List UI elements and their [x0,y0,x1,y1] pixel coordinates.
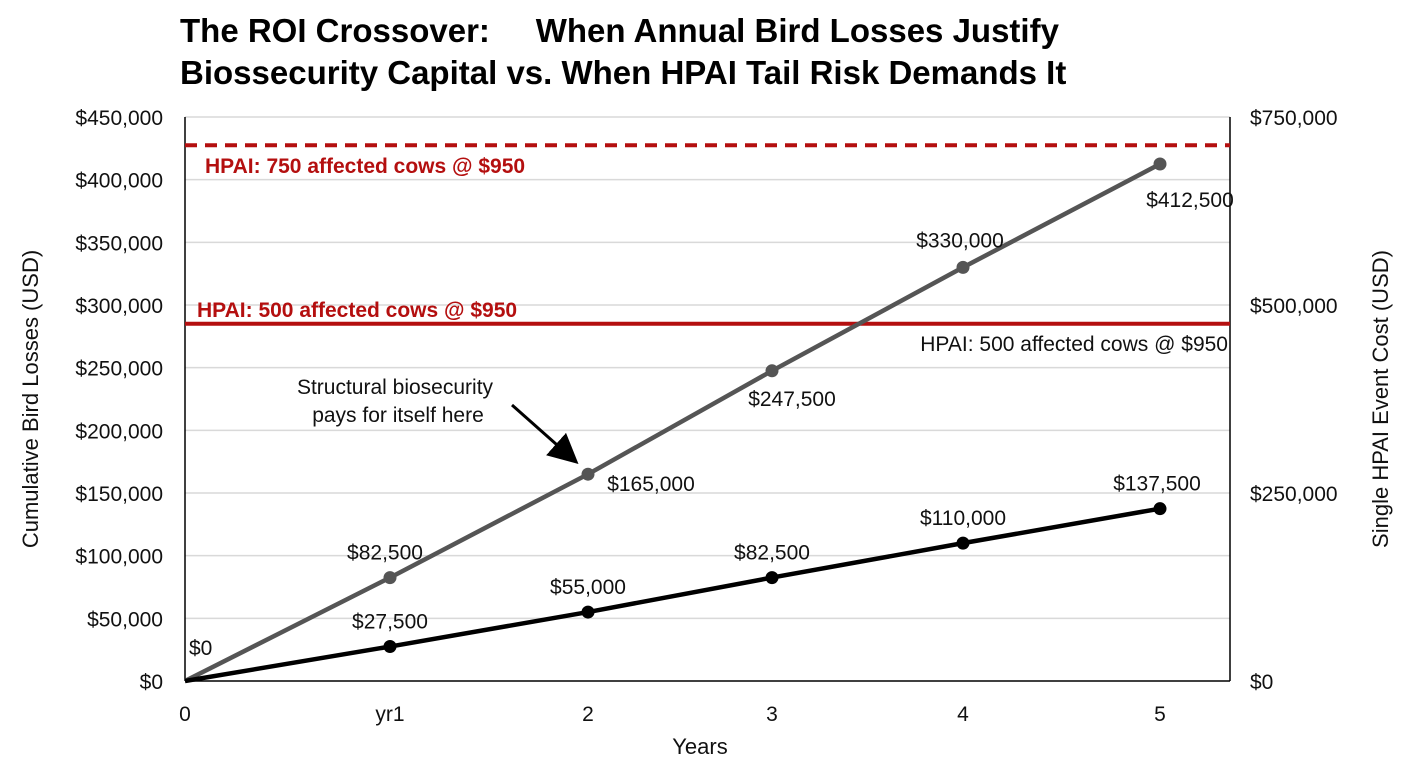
y-tick-label: $350,000 [75,232,163,255]
reference-line-label: HPAI: 750 affected cows @ $950 [205,155,525,178]
data-point [765,364,779,378]
data-label: $412,500 [1146,189,1234,212]
y2-axis-label: Single HPAI Event Cost (USD) [1368,250,1393,548]
y-tick-label: $450,000 [75,107,163,130]
data-label: $27,500 [352,611,428,634]
data-label: $55,000 [550,576,626,599]
y-tick-label: $150,000 [75,483,163,506]
y-tick-label: $50,000 [87,608,163,631]
series-line [184,506,1161,684]
chart-title-line2: Biossecurity Capital vs. When HPAI Tail … [180,54,1066,91]
data-label: $110,000 [920,507,1006,530]
reference-line-label-secondary: HPAI: 500 affected cows @ $950 [920,333,1228,356]
y-tick-label: $300,000 [75,295,163,318]
x-tick-label: 4 [957,703,969,726]
annotation-line2: pays for itself here [312,404,484,427]
data-point [956,260,970,274]
y2-tick-label: $250,000 [1250,483,1338,506]
x-tick-label: yr1 [375,703,404,726]
data-label: $165,000 [607,473,695,496]
data-point [383,571,397,585]
data-label: $82,500 [347,542,423,565]
x-tick-label: 5 [1154,703,1166,726]
data-label: $0 [189,637,212,660]
data-point [581,605,595,619]
y-tick-label: $100,000 [75,546,163,569]
reference-line-label: HPAI: 500 affected cows @ $950 [197,299,517,322]
x-tick-label: 3 [766,703,778,726]
data-label: $137,500 [1113,473,1201,496]
chart-title-line1: The ROI Crossover: When Annual Bird Loss… [180,12,1060,49]
data-label: $247,500 [748,388,836,411]
data-point [581,467,595,481]
data-point [1153,157,1167,171]
y-axis-label: Cumulative Bird Losses (USD) [18,250,43,548]
y2-tick-label: $750,000 [1250,107,1338,130]
y-tick-label: $200,000 [75,420,163,443]
y-tick-label: $250,000 [75,358,163,381]
y2-tick-label: $500,000 [1250,295,1338,318]
data-point [383,640,397,654]
data-label: $330,000 [916,229,1004,252]
data-point [765,571,779,585]
x-axis-label: Years [672,734,727,759]
x-tick-label: 0 [179,703,191,726]
annotation-line1: Structural biosecurity [297,376,494,399]
y2-tick-label: $0 [1250,671,1273,694]
series-line [183,162,1162,684]
x-tick-label: 2 [582,703,594,726]
annotation-arrow [511,403,579,464]
data-point [956,536,970,550]
data-label: $82,500 [734,542,810,565]
y-tick-label: $0 [140,671,163,694]
data-point [1153,502,1167,516]
y-tick-label: $400,000 [75,170,163,193]
